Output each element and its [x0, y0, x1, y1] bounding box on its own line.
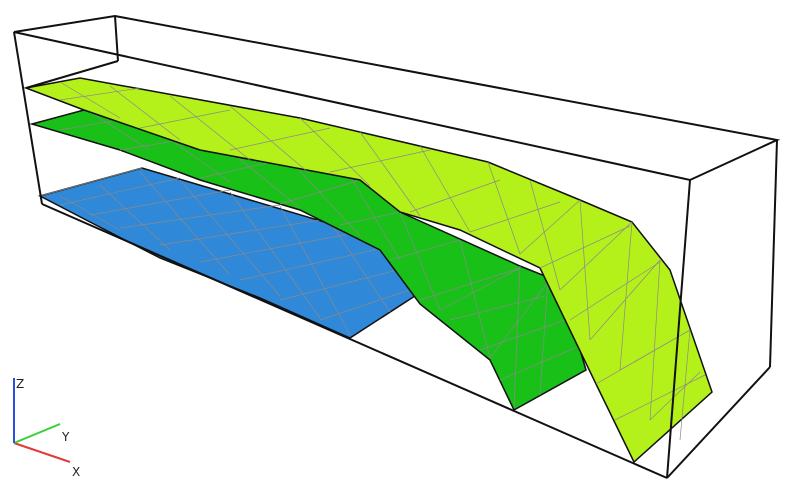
z-axis-label: Z — [16, 377, 24, 391]
surface-top-fill — [23, 77, 713, 464]
axis-triad: X Y Z — [13, 377, 80, 479]
y-axis-line — [13, 423, 61, 444]
y-axis-label: Y — [61, 430, 70, 444]
bounding-box-back — [13, 14, 781, 368]
x-axis-label: X — [72, 465, 80, 479]
x-axis-line — [13, 442, 71, 463]
bounding-box-front — [13, 31, 771, 479]
surface-top-mesh — [59, 81, 706, 441]
surface-top — [23, 77, 713, 464]
